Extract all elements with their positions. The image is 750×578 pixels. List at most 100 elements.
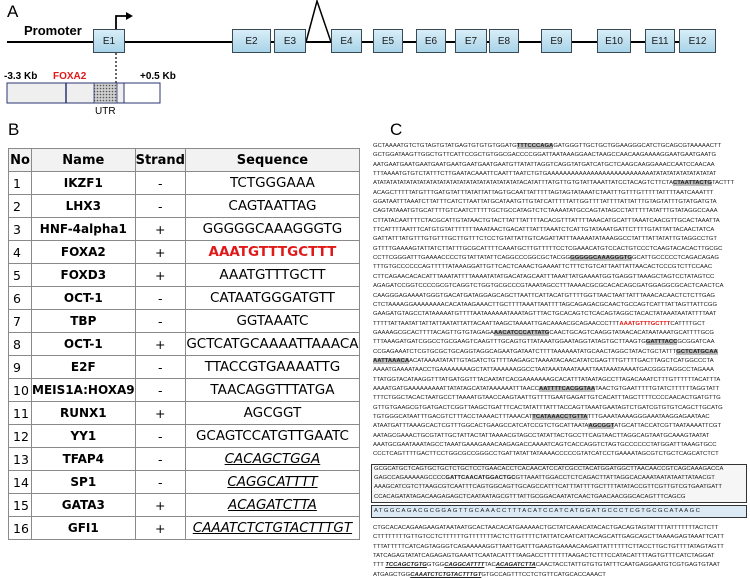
seq-text: GGTAAATC <box>236 313 309 329</box>
gene-lines <box>6 0 716 104</box>
strand-text: - <box>158 382 163 398</box>
cell-no: 9 <box>8 355 32 379</box>
cell-seq: CAGTAATTAG <box>184 194 360 218</box>
name-text: FOXD3 <box>60 268 107 282</box>
sequence-line: CCCTCAGTTTTGACTTCCTGGCGCCGGGCCTGATTATATT… <box>373 450 750 459</box>
sequence-line: GAAAAGCGCACTTTTACAGTTGTGTAGAGAAACATCCCAT… <box>373 329 750 338</box>
sequence-text: CCCTCAGTTTTGACTTCCTGGCGCCGGGCCTGATTATATT… <box>373 451 719 458</box>
name-text: MEIS1A:HOXA9 <box>32 383 135 397</box>
cell-seq: AGCGGT <box>184 401 360 425</box>
sequence-text: CCTTCGGGATTTGAAAACCCCTGTATTATATTCAGGCCCG… <box>373 255 571 262</box>
table-row: 15 GATA3 + ACAGATCTTA <box>8 493 360 517</box>
sequence-text: ATGCATTACCATCGTTAATAAAATTCGT <box>614 423 722 430</box>
binding-site: CTAATTACTG <box>673 180 712 187</box>
no-text: 14 <box>13 474 29 490</box>
sequence-line: CAGTATAAATGTGCATTTTGTCAATCTTTTTGCTGCCATA… <box>373 207 750 216</box>
sequence-line: TGTGGGCATAATTTGACGTCTTTACCTAAAACTTTAAACA… <box>373 413 750 422</box>
cell-seq: GCAGTCCATGTTGAATC <box>184 424 360 448</box>
header-name: Name <box>31 148 136 172</box>
cell-name: IKZF1 <box>31 171 136 195</box>
table-row: 10 MEIS1A:HOXA9 - TAACAGGTTTATGA <box>8 378 360 402</box>
sequence-text: TTTGAAATAAAAGGGAAATAAGGAGAATAAC <box>587 413 710 420</box>
cell-no: 13 <box>8 447 32 471</box>
cell-strand: - <box>134 286 186 310</box>
cell-name: TBP <box>31 309 136 333</box>
panel-label-c: C <box>390 120 403 139</box>
exon-e11: E11 <box>645 29 675 53</box>
cell-seq: CATAATGGGATGTT <box>184 286 360 310</box>
sequence-text: CTCTAAAAGGAAAAAAAACACATAAGAAACTTGCTTTTAA… <box>373 301 718 308</box>
no-text: 3 <box>13 221 21 237</box>
no-text: 12 <box>13 428 29 444</box>
sequence-text: ACATAAAATATATTGTAGATCTGTTTTAAGAGCTAAAATA… <box>409 357 714 364</box>
cell-name: OCT-1 <box>31 332 136 356</box>
foxa2-site-label: FOXA2 <box>53 71 87 82</box>
exon-e5: E5 <box>373 29 403 53</box>
strand-text: - <box>158 313 163 329</box>
cell-no: 1 <box>8 171 32 195</box>
seq-text: TAACAGGTTTATGA <box>210 382 335 398</box>
seq-text: AGCGGT <box>243 405 302 421</box>
name-text: GATA3 <box>61 498 105 512</box>
sequence-text: TATCAGAGTATATCAGAGAGTGAAATTCAATACATTTTAA… <box>373 553 715 560</box>
sequence-text: TTCATTTTAATTTCATGTGTATTTTTTTAAATAACTGACA… <box>373 227 715 234</box>
right-coordinate: +0.5 Kb <box>140 71 176 82</box>
tss-arrowhead-icon <box>126 12 133 20</box>
sequence-line: GAGCCAGAAAAAGCCCCGATTCAACATGGACTGCGTTAAA… <box>374 474 746 483</box>
sequence-text: TAACTGTGAATTTTTGTATCTTTTTTAGGTATT <box>595 385 720 392</box>
cell-name: LHX3 <box>31 194 136 218</box>
cell-strand: - <box>134 424 186 448</box>
table-row: 7 TBP - GGTAAATC <box>8 309 360 333</box>
seq-text: CAAATCTCTGTACTTTGT <box>192 520 353 536</box>
cell-seq: TTACCGTGAAAATTG <box>184 355 360 379</box>
binding-site: TTTCCCAGA <box>516 143 554 149</box>
strand-text: - <box>158 290 163 306</box>
name-text: TFAP4 <box>62 452 105 466</box>
cell-name: FOXA2 <box>31 240 136 264</box>
no-text: 1 <box>13 175 21 191</box>
cell-strand: + <box>134 401 186 425</box>
cell-strand: - <box>134 171 186 195</box>
cell-name: FOXD3 <box>31 263 136 287</box>
sequence-text: TTTCTGGCTACACTAATGCCTTAAAATGTAACCAAGTAAT… <box>373 395 721 402</box>
exon-e2: E2 <box>232 29 271 53</box>
panel-label-a: A <box>7 2 19 21</box>
name-text: HNF-4alpha1 <box>39 222 127 236</box>
strand-text: + <box>155 520 166 536</box>
sequence-line: TTT TCCAGCTGTGGTGGCAGGCATTTTTACACAGATCTT… <box>373 561 750 570</box>
sequence-text: TTTAAAATGTGTCTATTTCTTGAATACAAATTCAATTTAA… <box>373 171 717 178</box>
no-text: 10 <box>13 382 29 398</box>
sequence-text: CTTATACAATTTTCTACGCATTGTATAACTGTACTTATTT… <box>373 217 720 224</box>
sequence-text: ACAGCTTTTTATGTTTGATGTATTTATATTATTAGTGCAA… <box>373 189 714 196</box>
cell-seq: CACAGCTGGA <box>184 447 360 471</box>
sequence-line: CTTTTTTTTGTTGTCCTCTTTTTTGTTTTTTTACTCTTGT… <box>373 533 750 542</box>
cell-name: YY1 <box>31 424 136 448</box>
sequence-text: CCGAGAAATCTCGTGCGCTGCAGGTAGGCAGAATGATAAT… <box>373 348 677 355</box>
sequence-text: CAAGGGAGAAAATGGGTGACATGATAGGAGCAGCTTAATT… <box>373 292 715 299</box>
sequence-line: TTATGGTACATAAGGTTTATGATGGTTTACAATATCACGA… <box>373 376 750 385</box>
sequence-text: GCTAAAATGTCTGTAGTGTATGAGTGTGTGTGGATG <box>373 143 517 149</box>
exon-e3: E3 <box>274 29 306 53</box>
foxa2-binding-site: AAATGTTTGCTTT <box>619 320 671 327</box>
table-row: 4 FOXA2 + AAATGTTTGCTTT <box>8 240 360 264</box>
gene-structure-diagram: Promoter E1 E2 E3 E4 E5 E6 E7 E8 E9 E10 E11 E12 -3.… <box>0 0 750 120</box>
sequence-text: AAAATGATGAAAAAAAAATTATATAGCATATAAAAAATTT… <box>373 385 540 392</box>
strand-text: + <box>155 267 166 283</box>
sequence-text: CAACTACCTATTGTGTGTATTTCAATGAGGAATGTCGTGA… <box>535 562 720 569</box>
sequence-line: TTTGTGCCCCCCAGTTTTTATAAAGGATTGTTCACTCAAA… <box>373 263 750 272</box>
sequence-text: AAAGCATCGTCTTAAGCGTCAATTTCAGTGGCAGTTGCAG… <box>374 484 722 491</box>
sequence-line: TTTAAAGATGATCGGCCTGCGAAGTCAAGTTTGCAGTGTT… <box>373 338 750 347</box>
sequence-text: AATAGCGAAACTGCGTATTGCTATTACTATTAAAACGTAG… <box>373 432 710 439</box>
sequence-text: CAACTGCAGTCAAGGTATAACACATAATAAATGCATTTTG… <box>549 329 714 336</box>
no-text: 7 <box>13 313 21 329</box>
sequence-line: AAAGCATCGTCTTAAGCGTCAATTTCAGTGGCAGTTGCAG… <box>374 483 746 492</box>
table-row: 13 TFAP4 - CACAGCTGGA <box>8 447 360 471</box>
seq-text: GCAGTCCATGTTGAATC <box>195 428 349 444</box>
cell-no: 2 <box>8 194 32 218</box>
cell-strand: - <box>134 194 186 218</box>
cell-name: GFI1 <box>31 516 136 540</box>
sequence-text: GTTTTGAAAAGTATTATCTTATTTGCGCATTTTCAAATGC… <box>373 245 723 252</box>
sequence-text: CTTCAGAACACACATTTAAATATTTTAAAATATATGACAT… <box>373 273 715 280</box>
seq-text: CACAGCTGGA <box>224 451 321 467</box>
sequence-text: GTGG <box>426 562 445 569</box>
